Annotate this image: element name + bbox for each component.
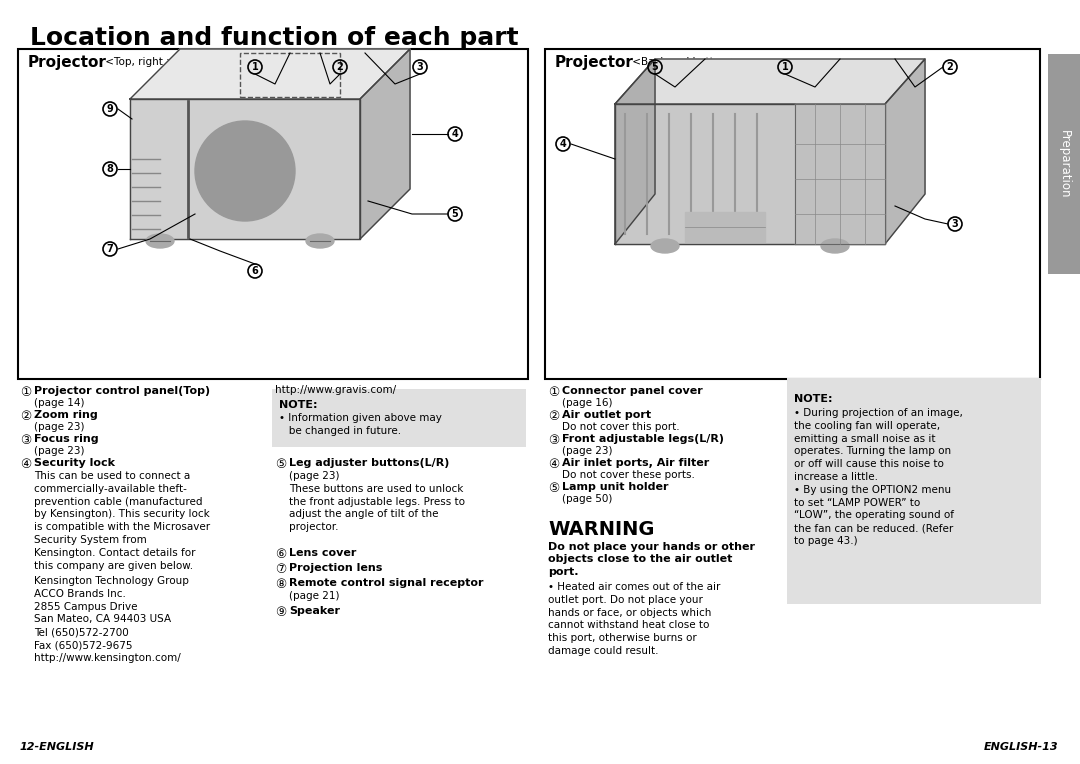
Text: ④: ④ (548, 458, 559, 471)
Bar (1048, 54, 1080, 274)
Text: 12-ENGLISH: 12-ENGLISH (21, 742, 95, 752)
Ellipse shape (146, 234, 174, 248)
Text: http://www.gravis.com/: http://www.gravis.com/ (275, 385, 396, 395)
Circle shape (219, 145, 271, 197)
Text: Air inlet ports, Air filter: Air inlet ports, Air filter (562, 458, 710, 468)
Text: Do not cover this port.: Do not cover this port. (562, 422, 679, 432)
Text: 3: 3 (417, 62, 423, 72)
Text: ①: ① (548, 386, 559, 399)
Text: (page 23)
These buttons are used to unlock
the front adjustable legs. Press to
a: (page 23) These buttons are used to unlo… (289, 471, 465, 533)
FancyBboxPatch shape (272, 389, 526, 447)
Text: ②: ② (21, 410, 31, 423)
Text: ⑤: ⑤ (275, 458, 286, 471)
Text: • Heated air comes out of the air
outlet port. Do not place your
hands or face, : • Heated air comes out of the air outlet… (548, 582, 720, 656)
Polygon shape (130, 49, 410, 99)
Text: 4: 4 (559, 139, 566, 149)
Text: (page 23): (page 23) (33, 446, 84, 456)
Text: ⑧: ⑧ (275, 578, 286, 591)
Text: • During projection of an image,
the cooling fan will operate,
emitting a small : • During projection of an image, the coo… (794, 408, 963, 546)
Text: This can be used to connect a
commercially-available theft-
prevention cable (ma: This can be used to connect a commercial… (33, 471, 211, 571)
Ellipse shape (306, 234, 334, 248)
Text: 5: 5 (651, 62, 659, 72)
Ellipse shape (821, 239, 849, 253)
Text: Preparation: Preparation (1057, 130, 1070, 198)
Text: (page 50): (page 50) (562, 494, 612, 504)
FancyBboxPatch shape (545, 49, 1040, 379)
Text: Zoom ring: Zoom ring (33, 410, 98, 420)
Text: Projector: Projector (555, 55, 634, 70)
Text: Remote control signal receptor: Remote control signal receptor (289, 578, 484, 588)
FancyBboxPatch shape (18, 49, 528, 379)
Text: (page 14): (page 14) (33, 398, 84, 408)
Text: NOTE:: NOTE: (794, 394, 833, 404)
Polygon shape (130, 99, 360, 239)
Text: 3: 3 (951, 219, 958, 229)
Text: • Information given above may
   be changed in future.: • Information given above may be changed… (279, 413, 442, 435)
Text: ②: ② (548, 410, 559, 423)
Text: ⑥: ⑥ (275, 548, 286, 561)
Text: Air outlet port: Air outlet port (562, 410, 651, 420)
Bar (240, 53, 340, 97)
FancyBboxPatch shape (787, 378, 1041, 604)
Text: Projection lens: Projection lens (289, 563, 382, 573)
Text: (page 16): (page 16) (562, 398, 612, 408)
Text: ③: ③ (548, 434, 559, 447)
Text: (page 23): (page 23) (33, 422, 84, 432)
Text: (page 21): (page 21) (289, 591, 339, 601)
Bar (685, 212, 765, 242)
Polygon shape (795, 104, 885, 244)
Text: Do not cover these ports.: Do not cover these ports. (562, 470, 694, 480)
Circle shape (231, 157, 259, 185)
Text: Connector panel cover: Connector panel cover (562, 386, 703, 396)
Text: Security lock: Security lock (33, 458, 114, 468)
Text: Do not place your hands or other
objects close to the air outlet
port.: Do not place your hands or other objects… (548, 542, 755, 577)
Polygon shape (885, 59, 924, 244)
Polygon shape (615, 59, 654, 244)
Text: ⑨: ⑨ (275, 606, 286, 619)
Text: Front adjustable legs(L/R): Front adjustable legs(L/R) (562, 434, 724, 444)
Text: Speaker: Speaker (289, 606, 340, 616)
Text: (page 23): (page 23) (562, 446, 612, 456)
Text: 6: 6 (252, 266, 258, 276)
Text: 8: 8 (107, 164, 113, 174)
Text: 5: 5 (451, 209, 458, 219)
Text: ①: ① (21, 386, 31, 399)
Polygon shape (615, 59, 924, 104)
Text: Lamp unit holder: Lamp unit holder (562, 482, 669, 492)
Text: Focus ring: Focus ring (33, 434, 98, 444)
Text: ENGLISH-13: ENGLISH-13 (984, 742, 1058, 752)
Text: 9: 9 (107, 104, 113, 114)
Text: NOTE:: NOTE: (279, 400, 318, 410)
Text: 1: 1 (252, 62, 258, 72)
Ellipse shape (651, 239, 679, 253)
Text: WARNING: WARNING (548, 520, 654, 539)
Text: ⑤: ⑤ (548, 482, 559, 495)
Text: Projector: Projector (28, 55, 107, 70)
Text: 2: 2 (947, 62, 954, 72)
Text: Leg adjuster buttons(L/R): Leg adjuster buttons(L/R) (289, 458, 449, 468)
Text: 7: 7 (107, 244, 113, 254)
Text: Location and function of each part: Location and function of each part (30, 26, 518, 50)
Circle shape (207, 133, 283, 209)
Polygon shape (360, 49, 410, 239)
Text: ⑦: ⑦ (275, 563, 286, 576)
Text: <Top, right and front>: <Top, right and front> (102, 57, 222, 67)
Text: 4: 4 (451, 129, 458, 139)
Text: <Back and bottom>: <Back and bottom> (629, 57, 739, 67)
Circle shape (195, 121, 295, 221)
Text: ③: ③ (21, 434, 31, 447)
Text: Lens cover: Lens cover (289, 548, 356, 558)
Text: ④: ④ (21, 458, 31, 471)
Polygon shape (615, 104, 885, 244)
Text: Kensington Technology Group
ACCO Brands Inc.
2855 Campus Drive
San Mateo, CA 944: Kensington Technology Group ACCO Brands … (33, 576, 189, 663)
Text: 2: 2 (337, 62, 343, 72)
Text: Projector control panel(Top): Projector control panel(Top) (33, 386, 211, 396)
Text: 1: 1 (782, 62, 788, 72)
